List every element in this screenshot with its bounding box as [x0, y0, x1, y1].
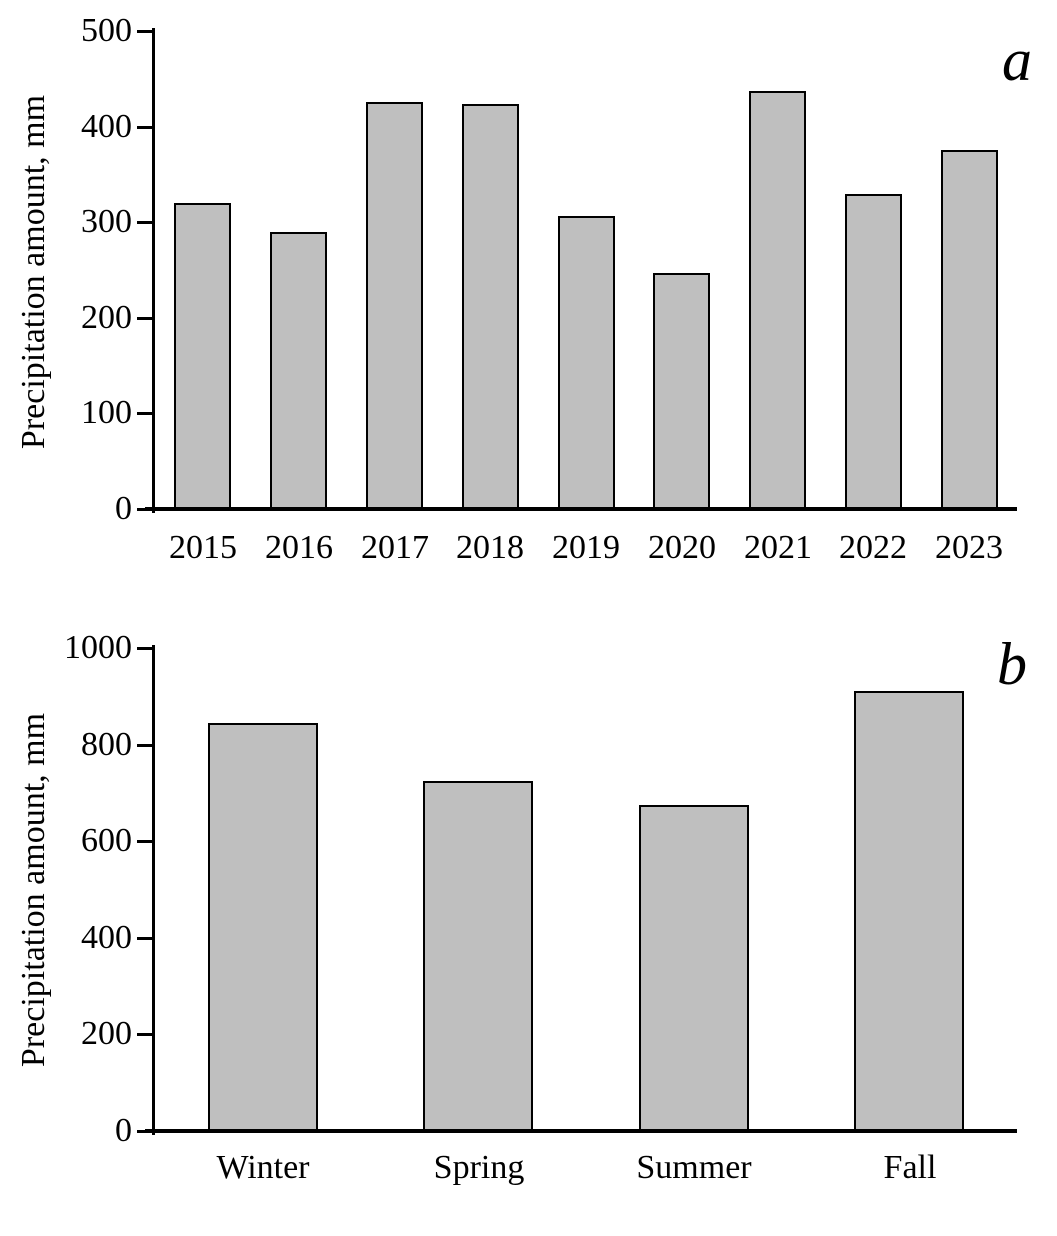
- y-tick-label: 0: [115, 490, 132, 527]
- bar-2019: [558, 216, 615, 509]
- panel-letter-a: a: [1002, 27, 1032, 93]
- y-tick: [137, 744, 152, 747]
- y-tick: [137, 647, 152, 650]
- x-tick-label-Summer: Summer: [636, 1149, 752, 1186]
- bar-2015: [174, 203, 231, 509]
- y-axis-line: [152, 28, 155, 513]
- y-tick-label: 100: [81, 394, 132, 431]
- bar-Fall: [854, 691, 964, 1131]
- y-tick-label: 200: [81, 1015, 132, 1052]
- y-tick: [137, 30, 152, 33]
- x-tick-label-2017: 2017: [361, 529, 429, 566]
- y-tick: [137, 937, 152, 940]
- panel-letter-b: b: [997, 631, 1027, 697]
- y-tick-label: 600: [81, 822, 132, 859]
- y-tick: [137, 126, 152, 129]
- y-tick-label: 200: [81, 299, 132, 336]
- bar-2023: [941, 150, 998, 509]
- y-tick: [137, 317, 152, 320]
- bar-Winter: [208, 723, 318, 1131]
- x-tick-label-2019: 2019: [552, 529, 620, 566]
- y-tick-label: 800: [81, 726, 132, 763]
- x-tick-label-2022: 2022: [839, 529, 907, 566]
- y-tick: [137, 508, 152, 511]
- y-tick-label: 400: [81, 919, 132, 956]
- y-axis-line: [152, 645, 155, 1135]
- y-tick-label: 300: [81, 203, 132, 240]
- x-tick-label-Fall: Fall: [883, 1149, 937, 1186]
- bar-Summer: [639, 805, 749, 1131]
- y-tick: [137, 221, 152, 224]
- y-tick: [137, 840, 152, 843]
- x-tick-label-2021: 2021: [744, 529, 812, 566]
- x-tick-label-2015: 2015: [169, 529, 237, 566]
- bar-2017: [366, 102, 423, 509]
- bar-Spring: [423, 781, 533, 1131]
- y-tick-label: 0: [115, 1112, 132, 1149]
- bar-2018: [462, 104, 519, 509]
- bar-2021: [749, 91, 806, 509]
- y-tick: [137, 412, 152, 415]
- x-tick-label-2020: 2020: [648, 529, 716, 566]
- x-tick-label-2018: 2018: [456, 529, 524, 566]
- x-tick-label-Winter: Winter: [216, 1149, 310, 1186]
- x-tick-label-2023: 2023: [935, 529, 1003, 566]
- bar-2022: [845, 194, 902, 509]
- x-axis-line: [145, 1129, 1017, 1133]
- x-tick-label-2016: 2016: [265, 529, 333, 566]
- y-tick-label: 1000: [64, 629, 132, 666]
- y-tick-label: 500: [81, 12, 132, 49]
- y-tick-label: 400: [81, 108, 132, 145]
- bar-2020: [653, 273, 710, 509]
- x-tick-label-Spring: Spring: [433, 1149, 525, 1186]
- y-tick: [137, 1033, 152, 1036]
- y-tick: [137, 1130, 152, 1133]
- x-axis-line: [145, 507, 1017, 511]
